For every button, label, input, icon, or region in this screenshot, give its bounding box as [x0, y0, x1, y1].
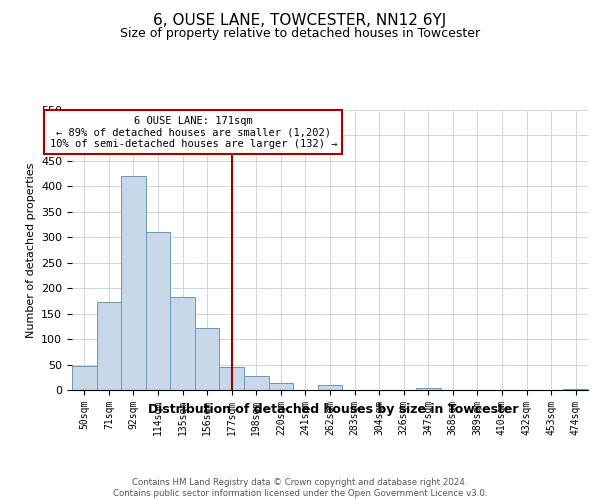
Text: Size of property relative to detached houses in Towcester: Size of property relative to detached ho… — [120, 28, 480, 40]
Bar — [220, 367, 244, 390]
Text: Contains HM Land Registry data © Crown copyright and database right 2024.
Contai: Contains HM Land Registry data © Crown c… — [113, 478, 487, 498]
Bar — [170, 298, 195, 390]
Bar — [121, 176, 146, 390]
Bar — [146, 232, 170, 390]
Bar — [269, 384, 293, 390]
Text: 6 OUSE LANE: 171sqm
← 89% of detached houses are smaller (1,202)
10% of semi-det: 6 OUSE LANE: 171sqm ← 89% of detached ho… — [50, 116, 337, 149]
Bar — [416, 388, 440, 390]
Bar — [563, 389, 588, 390]
Bar — [244, 376, 269, 390]
Bar — [195, 328, 220, 390]
Text: 6, OUSE LANE, TOWCESTER, NN12 6YJ: 6, OUSE LANE, TOWCESTER, NN12 6YJ — [154, 12, 446, 28]
Bar — [97, 302, 121, 390]
Bar — [318, 385, 342, 390]
Text: Distribution of detached houses by size in Towcester: Distribution of detached houses by size … — [148, 402, 518, 415]
Y-axis label: Number of detached properties: Number of detached properties — [26, 162, 35, 338]
Bar — [72, 366, 97, 390]
